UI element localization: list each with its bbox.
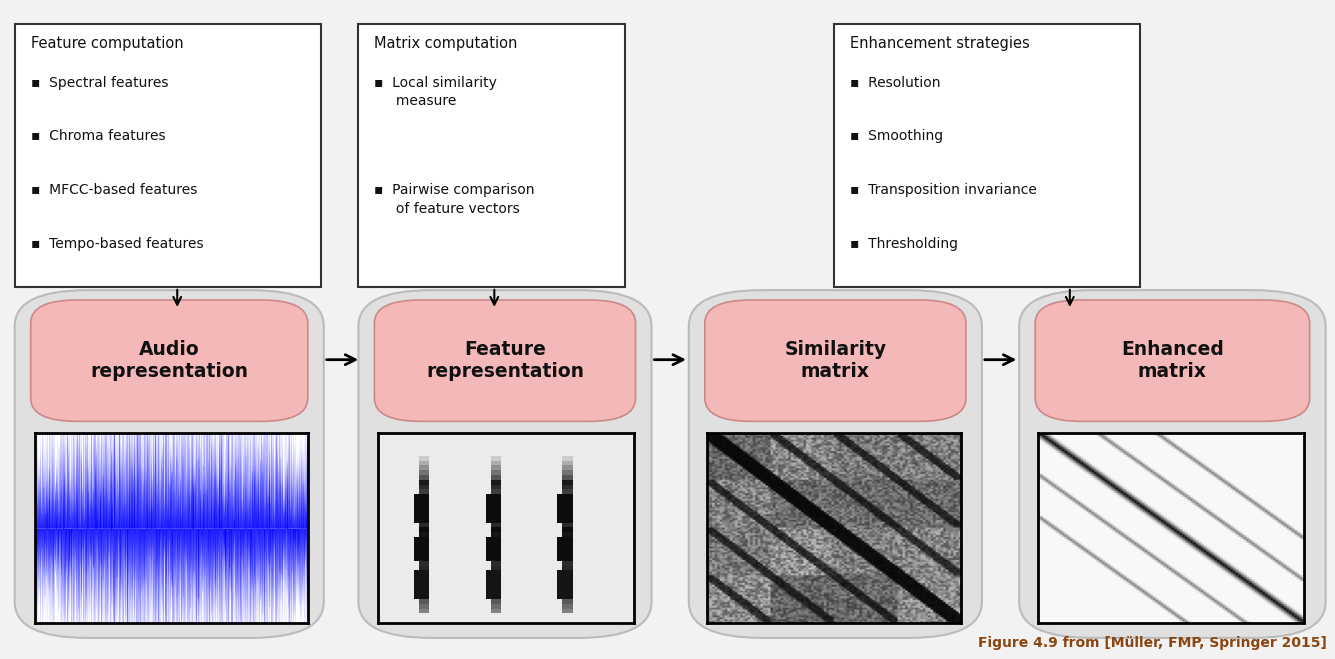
- Text: ▪  Thresholding: ▪ Thresholding: [850, 237, 959, 251]
- FancyBboxPatch shape: [1035, 300, 1310, 421]
- Text: Feature computation: Feature computation: [31, 36, 183, 51]
- FancyBboxPatch shape: [31, 300, 308, 421]
- FancyBboxPatch shape: [15, 24, 322, 287]
- Text: ▪  Chroma features: ▪ Chroma features: [31, 129, 166, 144]
- Text: Enhancement strategies: Enhancement strategies: [850, 36, 1029, 51]
- Text: Feature
representation: Feature representation: [426, 340, 583, 381]
- Text: Figure 4.9 from [Müller, FMP, Springer 2015]: Figure 4.9 from [Müller, FMP, Springer 2…: [979, 636, 1327, 650]
- FancyBboxPatch shape: [15, 290, 324, 638]
- Text: ▪  Pairwise comparison
     of feature vectors: ▪ Pairwise comparison of feature vectors: [374, 183, 535, 215]
- Text: Enhanced
matrix: Enhanced matrix: [1121, 340, 1224, 381]
- FancyBboxPatch shape: [358, 290, 651, 638]
- FancyBboxPatch shape: [374, 300, 635, 421]
- Text: ▪  Spectral features: ▪ Spectral features: [31, 76, 168, 90]
- Text: Similarity
matrix: Similarity matrix: [784, 340, 886, 381]
- FancyBboxPatch shape: [689, 290, 983, 638]
- Text: ▪  Resolution: ▪ Resolution: [850, 76, 941, 90]
- Text: ▪  Local similarity
     measure: ▪ Local similarity measure: [374, 76, 497, 108]
- FancyBboxPatch shape: [834, 24, 1140, 287]
- Text: Audio
representation: Audio representation: [91, 340, 248, 381]
- Text: Matrix computation: Matrix computation: [374, 36, 518, 51]
- FancyBboxPatch shape: [358, 24, 625, 287]
- Text: ▪  Smoothing: ▪ Smoothing: [850, 129, 943, 144]
- FancyBboxPatch shape: [705, 300, 967, 421]
- FancyBboxPatch shape: [1019, 290, 1326, 638]
- Text: ▪  Transposition invariance: ▪ Transposition invariance: [850, 183, 1037, 197]
- Text: ▪  MFCC-based features: ▪ MFCC-based features: [31, 183, 198, 197]
- Text: ▪  Tempo-based features: ▪ Tempo-based features: [31, 237, 203, 251]
